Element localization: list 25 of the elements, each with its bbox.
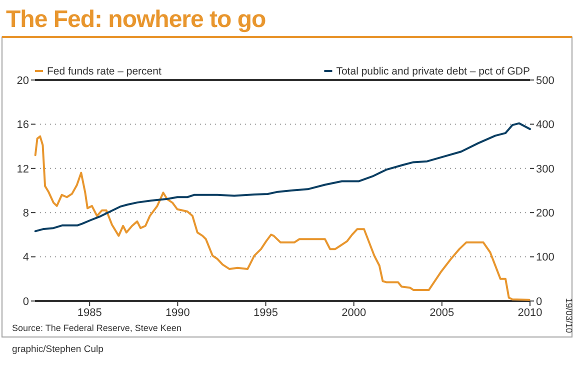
legend-label: Fed funds rate – percent — [47, 66, 162, 78]
y-tick-label: 8 — [22, 207, 29, 220]
source-note: Source: The Federal Reserve, Steve Keen — [12, 323, 182, 333]
line-series — [34, 122, 531, 232]
y-tick-label: 0 — [22, 296, 29, 308]
y-tick-label: 20 — [16, 74, 29, 87]
x-tick-label: 1985 — [77, 307, 102, 319]
x-tick-label: 2005 — [430, 307, 454, 319]
y-tick-label: 12 — [16, 163, 29, 176]
x-tick-label: 2000 — [342, 307, 366, 319]
x-tick-label: 1990 — [165, 307, 190, 319]
y-tick-label: 4 — [22, 252, 29, 264]
x-tick-label: 1995 — [254, 307, 278, 319]
x-tick-label: 2010 — [518, 307, 542, 319]
text: graphic/Stephen Culp — [12, 344, 104, 355]
y2-tick-label: 300 — [536, 163, 554, 176]
y2-tick-label: 200 — [536, 207, 554, 220]
chart-title: The Fed: nowhere to go — [6, 6, 266, 33]
y-tick-label: 16 — [16, 119, 29, 132]
y2-tick-label: 500 — [536, 74, 554, 87]
text: 19/03/10 — [564, 298, 574, 334]
y2-tick-label: 400 — [536, 119, 554, 132]
y2-tick-label: 0 — [536, 296, 542, 308]
legend-label: Total public and private debt – pct of GDP — [336, 66, 530, 78]
y2-tick-label: 100 — [536, 252, 554, 264]
